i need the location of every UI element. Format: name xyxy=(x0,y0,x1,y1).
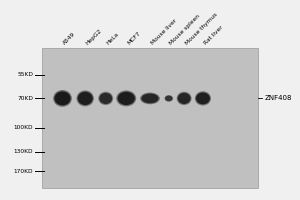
Text: 70KD: 70KD xyxy=(17,96,33,101)
Text: ZNF408: ZNF408 xyxy=(265,95,292,101)
Ellipse shape xyxy=(76,90,94,106)
Ellipse shape xyxy=(54,91,70,105)
Text: HepG2: HepG2 xyxy=(85,28,103,46)
Ellipse shape xyxy=(141,94,159,103)
Ellipse shape xyxy=(195,91,211,106)
Text: A549: A549 xyxy=(62,32,77,46)
Ellipse shape xyxy=(53,90,72,107)
Text: MCF7: MCF7 xyxy=(126,31,141,46)
Text: 55KD: 55KD xyxy=(17,72,33,77)
Text: 100KD: 100KD xyxy=(14,125,33,130)
Text: HeLa: HeLa xyxy=(106,32,120,46)
Text: Mouse spleen: Mouse spleen xyxy=(169,14,201,46)
Ellipse shape xyxy=(78,92,93,105)
Text: Mouse liver: Mouse liver xyxy=(150,18,178,46)
Bar xyxy=(42,48,258,188)
Ellipse shape xyxy=(178,93,190,104)
Ellipse shape xyxy=(140,93,160,104)
Ellipse shape xyxy=(196,92,210,104)
Ellipse shape xyxy=(98,92,113,105)
Text: Mouse thymus: Mouse thymus xyxy=(184,12,218,46)
Ellipse shape xyxy=(118,92,135,105)
Text: 130KD: 130KD xyxy=(14,149,33,154)
Ellipse shape xyxy=(164,95,173,102)
Ellipse shape xyxy=(99,93,112,104)
Text: Rat liver: Rat liver xyxy=(203,25,224,46)
Text: 170KD: 170KD xyxy=(14,169,33,174)
Ellipse shape xyxy=(165,96,172,101)
Ellipse shape xyxy=(116,90,136,106)
Ellipse shape xyxy=(177,92,192,105)
